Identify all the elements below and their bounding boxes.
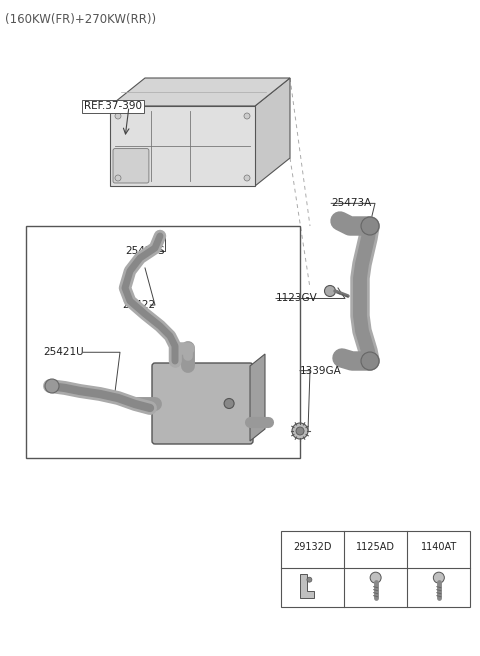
Circle shape	[361, 217, 379, 235]
FancyBboxPatch shape	[113, 149, 149, 183]
Circle shape	[370, 572, 381, 583]
Text: 25421U: 25421U	[43, 347, 84, 358]
Text: 1140AT: 1140AT	[420, 543, 457, 552]
Circle shape	[307, 577, 312, 582]
Text: 29132D: 29132D	[293, 543, 332, 552]
Polygon shape	[110, 106, 255, 186]
Circle shape	[244, 175, 250, 181]
Circle shape	[224, 398, 234, 409]
Circle shape	[292, 423, 308, 439]
Text: 1123GV: 1123GV	[276, 293, 318, 304]
Polygon shape	[300, 574, 314, 598]
Circle shape	[115, 113, 121, 119]
Circle shape	[433, 572, 444, 583]
Circle shape	[361, 352, 379, 370]
Bar	[26, 226, 300, 458]
Circle shape	[115, 175, 121, 181]
Text: REF.37-390: REF.37-390	[84, 101, 142, 112]
Circle shape	[324, 285, 336, 297]
Text: (160KW(FR)+270KW(RR)): (160KW(FR)+270KW(RR))	[5, 13, 156, 26]
Text: 1339GA: 1339GA	[300, 365, 342, 376]
Polygon shape	[250, 354, 265, 441]
Circle shape	[244, 113, 250, 119]
Polygon shape	[110, 78, 290, 106]
Text: 25473A: 25473A	[331, 198, 372, 209]
Bar	[281, 531, 470, 607]
FancyBboxPatch shape	[152, 363, 253, 444]
Polygon shape	[255, 78, 290, 186]
Circle shape	[296, 427, 304, 435]
Circle shape	[45, 379, 59, 393]
Text: 25420S: 25420S	[125, 245, 165, 256]
Text: 25422: 25422	[122, 300, 156, 310]
Text: 1125AD: 1125AD	[356, 543, 395, 552]
